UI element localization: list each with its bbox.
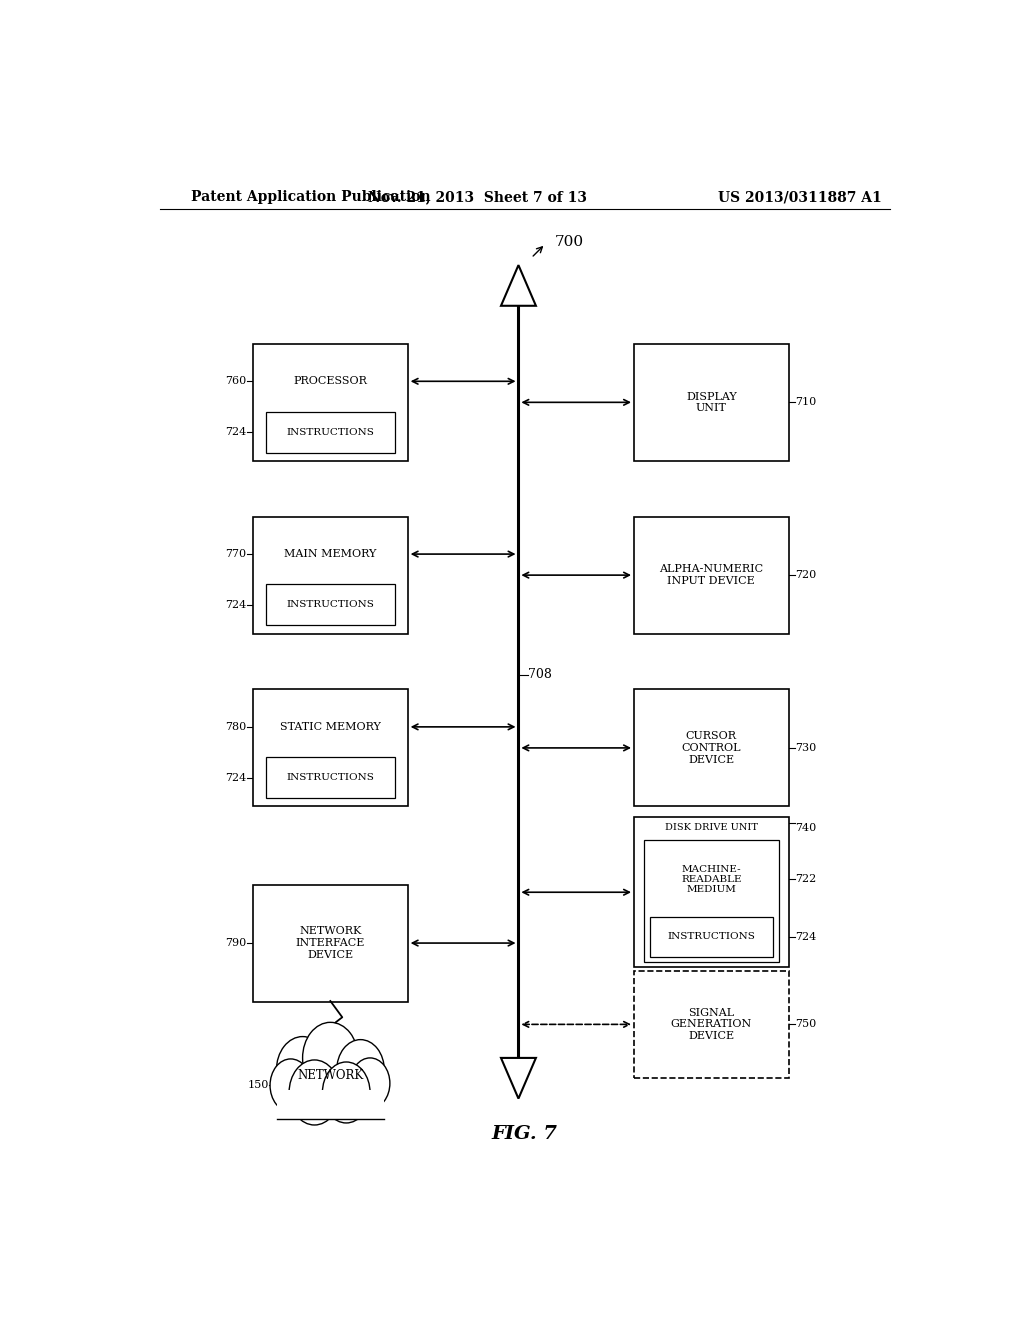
Text: 740: 740 bbox=[795, 824, 816, 833]
Polygon shape bbox=[501, 265, 536, 306]
Circle shape bbox=[350, 1057, 390, 1109]
Text: ALPHA-NUMERIC
INPUT DEVICE: ALPHA-NUMERIC INPUT DEVICE bbox=[659, 565, 763, 586]
Text: 770: 770 bbox=[225, 549, 247, 560]
Circle shape bbox=[289, 1060, 340, 1125]
Bar bbox=[634, 516, 788, 634]
Text: MACHINE-
READABLE
MEDIUM: MACHINE- READABLE MEDIUM bbox=[681, 865, 741, 895]
Bar bbox=[634, 345, 788, 461]
Text: Nov. 21, 2013  Sheet 7 of 13: Nov. 21, 2013 Sheet 7 of 13 bbox=[368, 190, 587, 205]
Circle shape bbox=[276, 1036, 329, 1104]
Text: 730: 730 bbox=[795, 743, 816, 752]
Text: INSTRUCTIONS: INSTRUCTIONS bbox=[287, 601, 375, 610]
Text: FIG. 7: FIG. 7 bbox=[492, 1125, 558, 1143]
Text: NETWORK
INTERFACE
DEVICE: NETWORK INTERFACE DEVICE bbox=[296, 927, 365, 960]
Circle shape bbox=[323, 1063, 370, 1123]
Text: 760: 760 bbox=[225, 376, 247, 387]
Text: 724: 724 bbox=[225, 599, 247, 610]
Circle shape bbox=[337, 1040, 384, 1101]
Text: 150: 150 bbox=[248, 1080, 269, 1090]
Text: DISPLAY
UNIT: DISPLAY UNIT bbox=[686, 392, 736, 413]
Text: 780: 780 bbox=[225, 722, 247, 731]
Text: 720: 720 bbox=[795, 570, 816, 579]
Bar bbox=[253, 345, 408, 461]
Text: INSTRUCTIONS: INSTRUCTIONS bbox=[668, 932, 756, 941]
Bar bbox=[634, 689, 788, 807]
Text: Patent Application Publication: Patent Application Publication bbox=[191, 190, 431, 205]
Bar bbox=[253, 884, 408, 1002]
Bar bbox=[634, 972, 788, 1077]
Circle shape bbox=[303, 1022, 358, 1093]
Text: US 2013/0311887 A1: US 2013/0311887 A1 bbox=[718, 190, 882, 205]
Text: 710: 710 bbox=[795, 397, 816, 408]
Bar bbox=[266, 585, 394, 626]
Text: MAIN MEMORY: MAIN MEMORY bbox=[285, 549, 377, 560]
Polygon shape bbox=[501, 1057, 536, 1098]
Bar bbox=[644, 841, 779, 962]
Text: NETWORK: NETWORK bbox=[297, 1069, 364, 1081]
Bar bbox=[253, 516, 408, 634]
Circle shape bbox=[270, 1059, 311, 1111]
Text: SIGNAL
GENERATION
DEVICE: SIGNAL GENERATION DEVICE bbox=[671, 1007, 752, 1041]
Bar bbox=[276, 1090, 384, 1119]
Text: 790: 790 bbox=[225, 939, 247, 948]
Bar bbox=[266, 758, 394, 799]
Text: INSTRUCTIONS: INSTRUCTIONS bbox=[287, 428, 375, 437]
Bar bbox=[253, 689, 408, 807]
Text: 724: 724 bbox=[225, 772, 247, 783]
Bar bbox=[634, 817, 788, 968]
Text: 708: 708 bbox=[528, 668, 552, 681]
Text: STATIC MEMORY: STATIC MEMORY bbox=[280, 722, 381, 731]
Text: 722: 722 bbox=[795, 874, 816, 884]
Text: PROCESSOR: PROCESSOR bbox=[294, 376, 368, 387]
Text: 724: 724 bbox=[225, 428, 247, 437]
Text: DISK DRIVE UNIT: DISK DRIVE UNIT bbox=[665, 824, 758, 832]
Bar bbox=[650, 916, 773, 957]
Text: 724: 724 bbox=[795, 932, 816, 942]
Text: 750: 750 bbox=[795, 1019, 816, 1030]
Text: CURSOR
CONTROL
DEVICE: CURSOR CONTROL DEVICE bbox=[682, 731, 741, 764]
Ellipse shape bbox=[276, 1036, 384, 1125]
Text: 700: 700 bbox=[555, 235, 584, 248]
Bar bbox=[266, 412, 394, 453]
Text: INSTRUCTIONS: INSTRUCTIONS bbox=[287, 774, 375, 783]
